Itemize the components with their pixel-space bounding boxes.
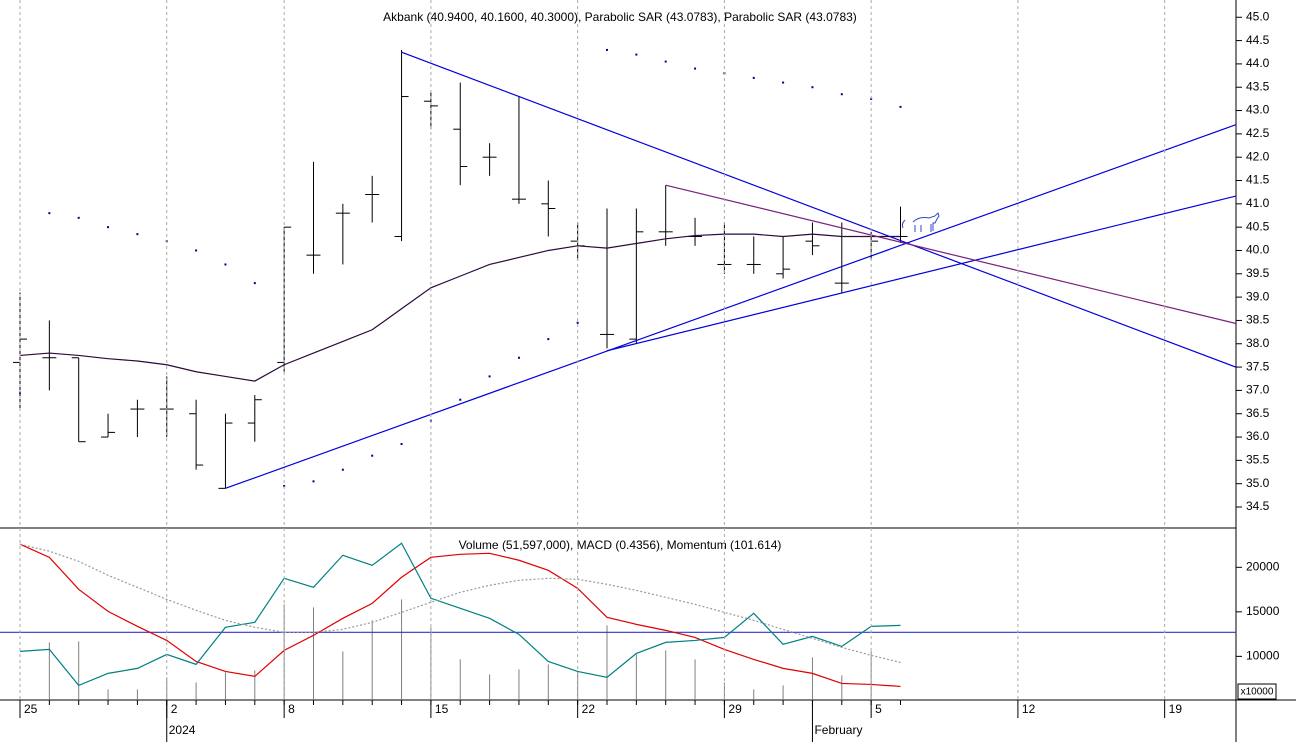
trend-line [665,184,1236,325]
sar-dot [48,212,51,215]
y-tick-label: 36.5 [1246,406,1270,420]
x-tick-label: 25 [24,702,38,716]
y-tick-label: 10000 [1246,649,1280,663]
x-major-label: February [814,723,862,737]
sar-dot [459,398,462,401]
sar-dot [782,81,785,84]
sar-dot [517,356,520,359]
axes: 25 2 8 15 22 29 5 12 19 2024 February 45.0 44.5 44.0 4… [19,0,1280,742]
sar-dot [576,321,579,324]
x-tick-label: 29 [728,702,742,716]
sar-dot [341,468,344,471]
x-tick-label: 19 [1169,702,1183,716]
sar-dot [224,263,227,266]
trend-line [606,195,1236,352]
indicator-line [19,543,901,663]
sar-dot [606,48,608,51]
y-tick-label: 45.0 [1246,9,1270,23]
y-tick-label: 44.0 [1246,56,1270,70]
y-tick-label: 37.5 [1246,359,1270,373]
y-tick-label: 40.5 [1246,219,1270,233]
y-tick-label: 44.5 [1246,33,1270,47]
trend-line [401,51,1236,368]
y-tick-label: 36.0 [1246,429,1270,443]
y-tick-label: 43.0 [1246,103,1270,117]
x-tick-label: 22 [582,702,596,716]
sar-dot [371,454,374,457]
sar-dot [694,67,697,70]
sar-dot [899,105,902,108]
sar-dot [77,216,80,219]
sar-dot [635,53,638,56]
x-tick-label: 15 [435,702,449,716]
sar-dot [107,226,110,229]
multiplier-label: x10000 [1241,687,1274,698]
sar-dot [195,249,198,252]
sar-dot [400,443,403,446]
lower-panel [0,542,1236,700]
x-tick-label: 8 [288,702,295,716]
y-tick-label: 38.5 [1246,313,1270,327]
y-tick-label: 42.5 [1246,126,1270,140]
x-tick-label: 2 [171,702,178,716]
bull-icon [901,212,940,232]
sar-dot [312,480,315,483]
y-tick-label: 35.0 [1246,476,1270,490]
main-title: Akbank (40.9400, 40.1600, 40.3000), Para… [383,10,857,24]
y-tick-label: 41.0 [1246,196,1270,210]
sar-dot [811,86,814,89]
sar-dot [752,76,755,79]
y-tick-label: 39.0 [1246,289,1270,303]
sar-dot [488,375,491,378]
x-tick-label: 12 [1022,702,1036,716]
trend-line [225,124,1236,489]
indicator-line [19,233,901,382]
sar-dot [136,233,139,236]
x-tick-label: 5 [875,702,882,716]
y-tick-label: 15000 [1246,604,1280,618]
lower-title: Volume (51,597,000), MACD (0.4356), Mome… [459,538,782,552]
y-tick-label: 41.5 [1246,173,1270,187]
y-tick-label: 43.5 [1246,79,1270,93]
sar-dot [253,282,256,285]
y-tick-label: 35.5 [1246,453,1270,467]
sar-dot [664,60,667,63]
sar-dot [547,338,550,341]
y-tick-label: 38.0 [1246,336,1270,350]
y-tick-label: 20000 [1246,559,1280,573]
y-tick-label: 34.5 [1246,499,1270,513]
sar-dot [840,93,843,96]
multiplier-box [1237,683,1277,700]
y-tick-label: 40.0 [1246,243,1270,257]
x-major-label: 2024 [169,723,196,737]
indicator-line [19,543,901,688]
y-tick-label: 42.0 [1246,149,1270,163]
y-tick-label: 39.5 [1246,266,1270,280]
y-tick-label: 37.0 [1246,383,1270,397]
